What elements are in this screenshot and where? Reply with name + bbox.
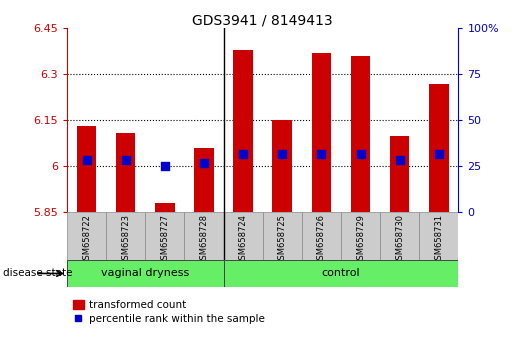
Text: GSM658725: GSM658725 [278,214,287,265]
Point [356,151,365,157]
Bar [67,260,224,287]
Text: GSM658724: GSM658724 [238,214,248,265]
Text: GSM658727: GSM658727 [160,214,169,265]
Bar [302,212,341,260]
Text: GSM658729: GSM658729 [356,214,365,265]
Point [317,151,325,157]
Point [239,151,247,157]
Bar [390,136,409,212]
Bar [145,212,184,260]
Legend: transformed count, percentile rank within the sample: transformed count, percentile rank withi… [72,299,266,325]
Text: control: control [321,268,360,279]
Bar [155,203,175,212]
Text: disease state: disease state [3,268,72,278]
Text: GSM658728: GSM658728 [199,214,209,265]
Point [82,158,91,163]
Bar [263,212,302,260]
Title: GDS3941 / 8149413: GDS3941 / 8149413 [192,13,333,27]
Bar [116,133,135,212]
Bar [184,212,224,260]
Bar [429,84,449,212]
Text: GSM658730: GSM658730 [395,214,404,265]
Text: vaginal dryness: vaginal dryness [101,268,190,279]
Text: GSM658731: GSM658731 [434,214,443,265]
Bar [419,212,458,260]
Bar [272,120,292,212]
Bar [380,212,419,260]
Text: GSM658722: GSM658722 [82,214,91,265]
Bar [194,148,214,212]
Bar [106,212,145,260]
Bar [341,212,380,260]
Point [278,151,286,157]
Bar [233,50,253,212]
Point [200,160,208,166]
Text: GSM658726: GSM658726 [317,214,326,265]
Text: GSM658723: GSM658723 [121,214,130,265]
Point [161,164,169,169]
Point [396,158,404,163]
Point [122,158,130,163]
Bar [351,56,370,212]
Bar [77,126,96,212]
Bar [224,212,263,260]
Bar [67,212,106,260]
Point [435,151,443,157]
Bar [312,53,331,212]
Bar [224,260,458,287]
